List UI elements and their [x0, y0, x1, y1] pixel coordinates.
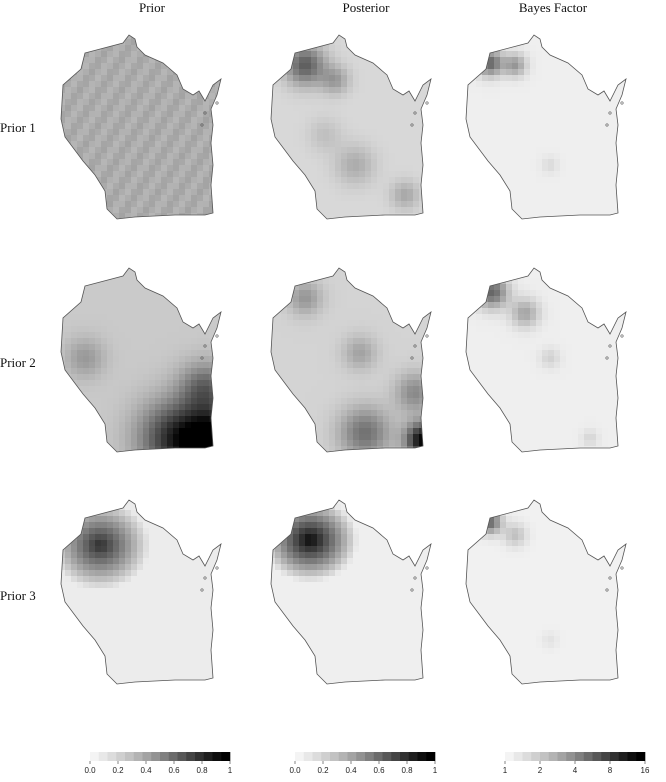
- legend-tick-label: 8: [608, 766, 613, 775]
- legend-swatch: [295, 752, 305, 761]
- map-prior-3-bayes-factor: [455, 490, 645, 710]
- state-outline: [60, 34, 222, 220]
- map-prior-1-prior: [50, 25, 240, 245]
- column-title-bayes-factor: Bayes Factor: [518, 0, 588, 15]
- row-label-prior-1: Prior 1: [0, 120, 36, 135]
- legend-swatch: [522, 752, 532, 761]
- legend-tick-label: 0.0: [289, 766, 301, 775]
- legend-bayes-factor: 1 2 4 8 16: [495, 750, 655, 782]
- column-title-posterior: Posterior: [342, 0, 390, 15]
- map-prior-2-posterior: [260, 258, 450, 478]
- legend-swatch: [610, 752, 620, 761]
- legend-swatch: [426, 752, 436, 761]
- legend-swatch: [203, 752, 213, 761]
- state-outline: [465, 34, 627, 220]
- legend-tick-label: 0.8: [196, 766, 208, 775]
- legend-prior-probability: 0.0 0.2 0.4 0.6 0.8 1: [80, 750, 240, 782]
- legend-tick-label: 0.6: [373, 766, 385, 775]
- state-outline: [465, 267, 627, 453]
- legend-swatch: [373, 752, 383, 761]
- state-outline: [270, 34, 432, 220]
- legend-swatch: [212, 752, 222, 761]
- legend-swatch: [365, 752, 375, 761]
- legend-tick-label: 0.2: [112, 766, 124, 775]
- legend-tick-label: 0.4: [140, 766, 152, 775]
- legend-swatch: [382, 752, 392, 761]
- legend-swatch: [98, 752, 108, 761]
- legend-swatch: [583, 752, 593, 761]
- legend-swatch: [408, 752, 418, 761]
- legend-swatch: [321, 752, 331, 761]
- legend-tick-label: 1: [433, 766, 438, 775]
- legend-tick-label: 1: [228, 766, 233, 775]
- legend-swatch: [303, 752, 313, 761]
- map-prior-3-posterior: [260, 490, 450, 710]
- legend-swatch: [531, 752, 541, 761]
- legend-swatch: [338, 752, 348, 761]
- map-prior-1-posterior: [260, 25, 450, 245]
- legend-swatch: [142, 752, 152, 761]
- state-outline: [465, 499, 627, 685]
- legend-tick-label: 0.4: [345, 766, 357, 775]
- legend-swatch: [107, 752, 117, 761]
- state-outline: [270, 267, 432, 453]
- legend-tick-label: 0.0: [84, 766, 96, 775]
- state-outline: [270, 499, 432, 685]
- legend-swatch: [505, 752, 515, 761]
- legend-tick-label: 1: [503, 766, 508, 775]
- legend-swatch: [400, 752, 410, 761]
- map-prior-2-bayes-factor: [455, 258, 645, 478]
- state-outline: [60, 499, 222, 685]
- legend-posterior-probability: 0.0 0.2 0.4 0.6 0.8 1: [285, 750, 445, 782]
- legend-swatch: [417, 752, 427, 761]
- map-prior-1-bayes-factor: [455, 25, 645, 245]
- state-outline: [60, 267, 222, 453]
- legend-swatch: [601, 752, 611, 761]
- legend-swatch: [116, 752, 126, 761]
- legend-tick-label: 0.2: [317, 766, 329, 775]
- legend-swatch: [151, 752, 161, 761]
- legend-tick-label: 2: [538, 766, 543, 775]
- legend-swatch: [195, 752, 205, 761]
- legend-swatch: [221, 752, 231, 761]
- legend-swatch: [168, 752, 178, 761]
- map-prior-2-prior: [50, 258, 240, 478]
- legend-swatch: [160, 752, 170, 761]
- legend-swatch: [312, 752, 322, 761]
- legend-swatch: [391, 752, 401, 761]
- legend-swatch: [636, 752, 646, 761]
- legend-swatch: [347, 752, 357, 761]
- legend-swatch: [133, 752, 143, 761]
- row-label-prior-3: Prior 3: [0, 588, 36, 603]
- legend-tick-label: 0.6: [168, 766, 180, 775]
- legend-swatch: [548, 752, 558, 761]
- legend-swatch: [592, 752, 602, 761]
- legend-swatch: [356, 752, 366, 761]
- legend-swatch: [513, 752, 523, 761]
- legend-swatch: [566, 752, 576, 761]
- legend-swatch: [575, 752, 585, 761]
- legend-swatch: [330, 752, 340, 761]
- legend-swatch: [186, 752, 196, 761]
- legend-swatch: [540, 752, 550, 761]
- legend-swatch: [90, 752, 100, 761]
- legend-tick-label: 0.8: [401, 766, 413, 775]
- legend-tick-label: 4: [573, 766, 578, 775]
- legend-swatch: [618, 752, 628, 761]
- legend-swatch: [627, 752, 637, 761]
- legend-swatch: [557, 752, 567, 761]
- map-prior-3-prior: [50, 490, 240, 710]
- legend-swatch: [177, 752, 187, 761]
- row-label-prior-2: Prior 2: [0, 355, 36, 370]
- column-title-prior: Prior: [139, 0, 165, 15]
- legend-tick-label: 16: [641, 766, 650, 775]
- legend-swatch: [125, 752, 135, 761]
